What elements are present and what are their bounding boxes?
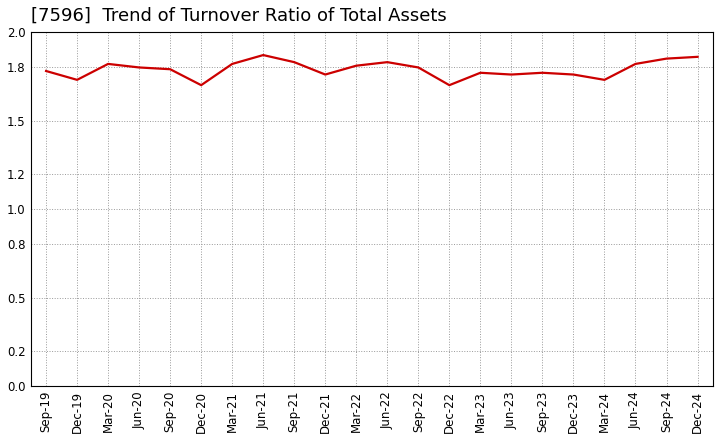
Text: [7596]  Trend of Turnover Ratio of Total Assets: [7596] Trend of Turnover Ratio of Total … bbox=[30, 7, 446, 25]
